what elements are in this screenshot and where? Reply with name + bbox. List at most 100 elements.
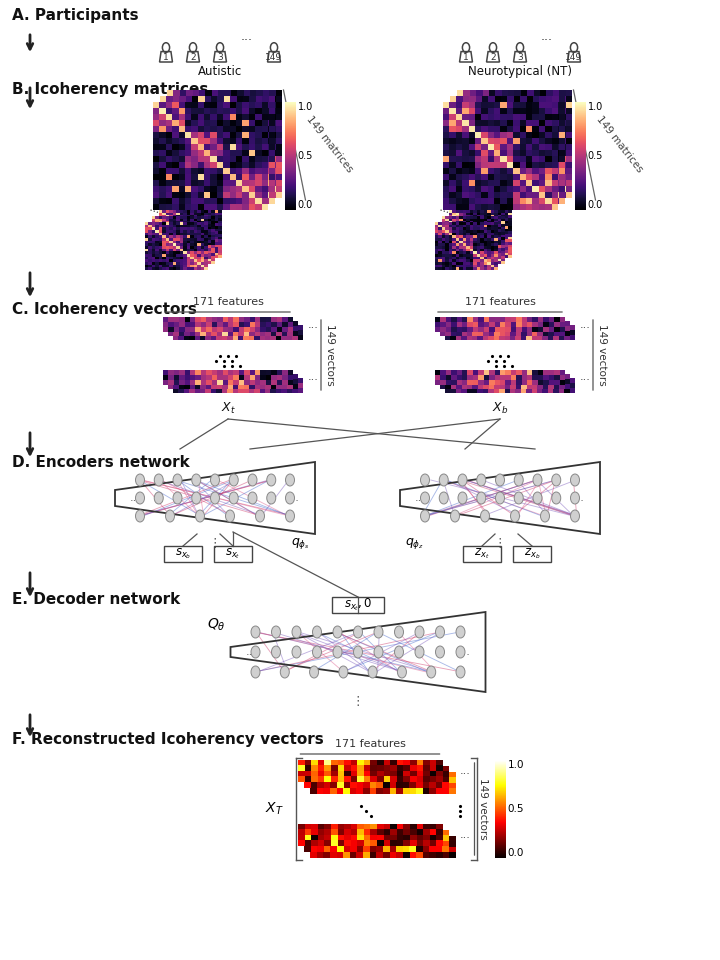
Circle shape: [514, 474, 523, 486]
Circle shape: [251, 626, 260, 638]
Text: $q_{\phi_s}$: $q_{\phi_s}$: [291, 536, 310, 551]
Text: ...: ...: [580, 372, 591, 382]
Circle shape: [154, 474, 163, 486]
Circle shape: [458, 474, 467, 486]
Text: ...: ...: [459, 766, 470, 776]
Circle shape: [439, 474, 449, 486]
Circle shape: [570, 492, 580, 504]
Circle shape: [229, 492, 238, 504]
Text: $q_{\phi_z}$: $q_{\phi_z}$: [405, 536, 424, 551]
Text: ...: ...: [308, 372, 319, 382]
Circle shape: [310, 666, 318, 678]
Text: 171 features: 171 features: [335, 739, 405, 749]
Text: 0.0: 0.0: [297, 200, 312, 210]
Circle shape: [456, 646, 465, 658]
Text: $X_b$: $X_b$: [492, 401, 508, 416]
Text: 149 matrices: 149 matrices: [305, 114, 355, 174]
Circle shape: [415, 626, 424, 638]
Text: ...: ...: [289, 493, 300, 503]
Circle shape: [248, 492, 257, 504]
Circle shape: [280, 666, 289, 678]
Text: 1.0: 1.0: [508, 760, 524, 770]
Text: 1.0: 1.0: [297, 102, 312, 112]
Circle shape: [271, 626, 281, 638]
Circle shape: [196, 510, 204, 522]
Circle shape: [173, 474, 182, 486]
Text: 3: 3: [217, 53, 223, 61]
Text: E. Decoder network: E. Decoder network: [12, 592, 180, 607]
Circle shape: [354, 626, 362, 638]
Text: ⋮: ⋮: [352, 695, 364, 708]
Circle shape: [368, 666, 377, 678]
Text: 0.0: 0.0: [508, 848, 524, 858]
Text: 1.0: 1.0: [588, 102, 603, 112]
Text: ...: ...: [574, 493, 585, 503]
Circle shape: [312, 626, 322, 638]
Circle shape: [374, 626, 383, 638]
Text: $X_T$: $X_T$: [265, 801, 284, 817]
Circle shape: [552, 492, 561, 504]
Circle shape: [458, 492, 467, 504]
Circle shape: [251, 646, 260, 658]
Circle shape: [456, 626, 465, 638]
Text: $s_{x_b}$: $s_{x_b}$: [175, 546, 192, 562]
Circle shape: [570, 510, 580, 522]
Text: $z_{x_b}$: $z_{x_b}$: [523, 546, 540, 562]
Text: 149: 149: [565, 53, 582, 61]
Text: 1: 1: [163, 53, 169, 61]
Circle shape: [292, 626, 301, 638]
Circle shape: [192, 474, 201, 486]
Text: $s_{x_t}, 0$: $s_{x_t}, 0$: [343, 597, 372, 613]
Circle shape: [173, 492, 182, 504]
Circle shape: [266, 492, 276, 504]
Text: 149 matrices: 149 matrices: [595, 114, 645, 174]
Circle shape: [533, 492, 542, 504]
Text: 171 features: 171 features: [192, 297, 264, 307]
Circle shape: [477, 492, 486, 504]
Circle shape: [510, 510, 520, 522]
Text: ...: ...: [541, 30, 553, 42]
Circle shape: [420, 474, 430, 486]
Circle shape: [436, 626, 444, 638]
Circle shape: [333, 646, 342, 658]
Circle shape: [248, 474, 257, 486]
Circle shape: [251, 666, 260, 678]
Text: F. Reconstructed Icoherency vectors: F. Reconstructed Icoherency vectors: [12, 732, 324, 747]
Text: ...: ...: [459, 647, 470, 657]
Circle shape: [451, 510, 459, 522]
Text: 0.0: 0.0: [588, 200, 603, 210]
Text: 149 vectors: 149 vectors: [479, 779, 488, 840]
Circle shape: [395, 626, 403, 638]
Circle shape: [415, 646, 424, 658]
Text: $s_{x_t}$: $s_{x_t}$: [225, 546, 240, 562]
Text: D. Encoders network: D. Encoders network: [12, 455, 190, 470]
Circle shape: [439, 492, 449, 504]
Text: ...: ...: [130, 493, 141, 503]
Text: ...: ...: [580, 320, 591, 329]
Text: ...: ...: [246, 647, 256, 657]
Circle shape: [135, 510, 145, 522]
Circle shape: [292, 646, 301, 658]
Circle shape: [420, 510, 430, 522]
Circle shape: [286, 510, 294, 522]
Circle shape: [210, 492, 220, 504]
Text: ...: ...: [308, 320, 319, 329]
Circle shape: [514, 492, 523, 504]
Circle shape: [271, 646, 281, 658]
Circle shape: [312, 646, 322, 658]
Circle shape: [397, 666, 406, 678]
Text: 2: 2: [490, 53, 496, 61]
Text: C. Icoherency vectors: C. Icoherency vectors: [12, 302, 197, 317]
Text: 149 vectors: 149 vectors: [325, 324, 335, 386]
Text: 1: 1: [463, 53, 469, 61]
Circle shape: [135, 474, 145, 486]
Circle shape: [192, 492, 201, 504]
Circle shape: [166, 510, 174, 522]
Text: 3: 3: [517, 53, 523, 61]
Circle shape: [427, 666, 436, 678]
Text: ...: ...: [241, 30, 253, 42]
Text: $z_{x_t}$: $z_{x_t}$: [474, 546, 490, 562]
Circle shape: [570, 474, 580, 486]
Circle shape: [541, 510, 549, 522]
Circle shape: [286, 492, 294, 504]
